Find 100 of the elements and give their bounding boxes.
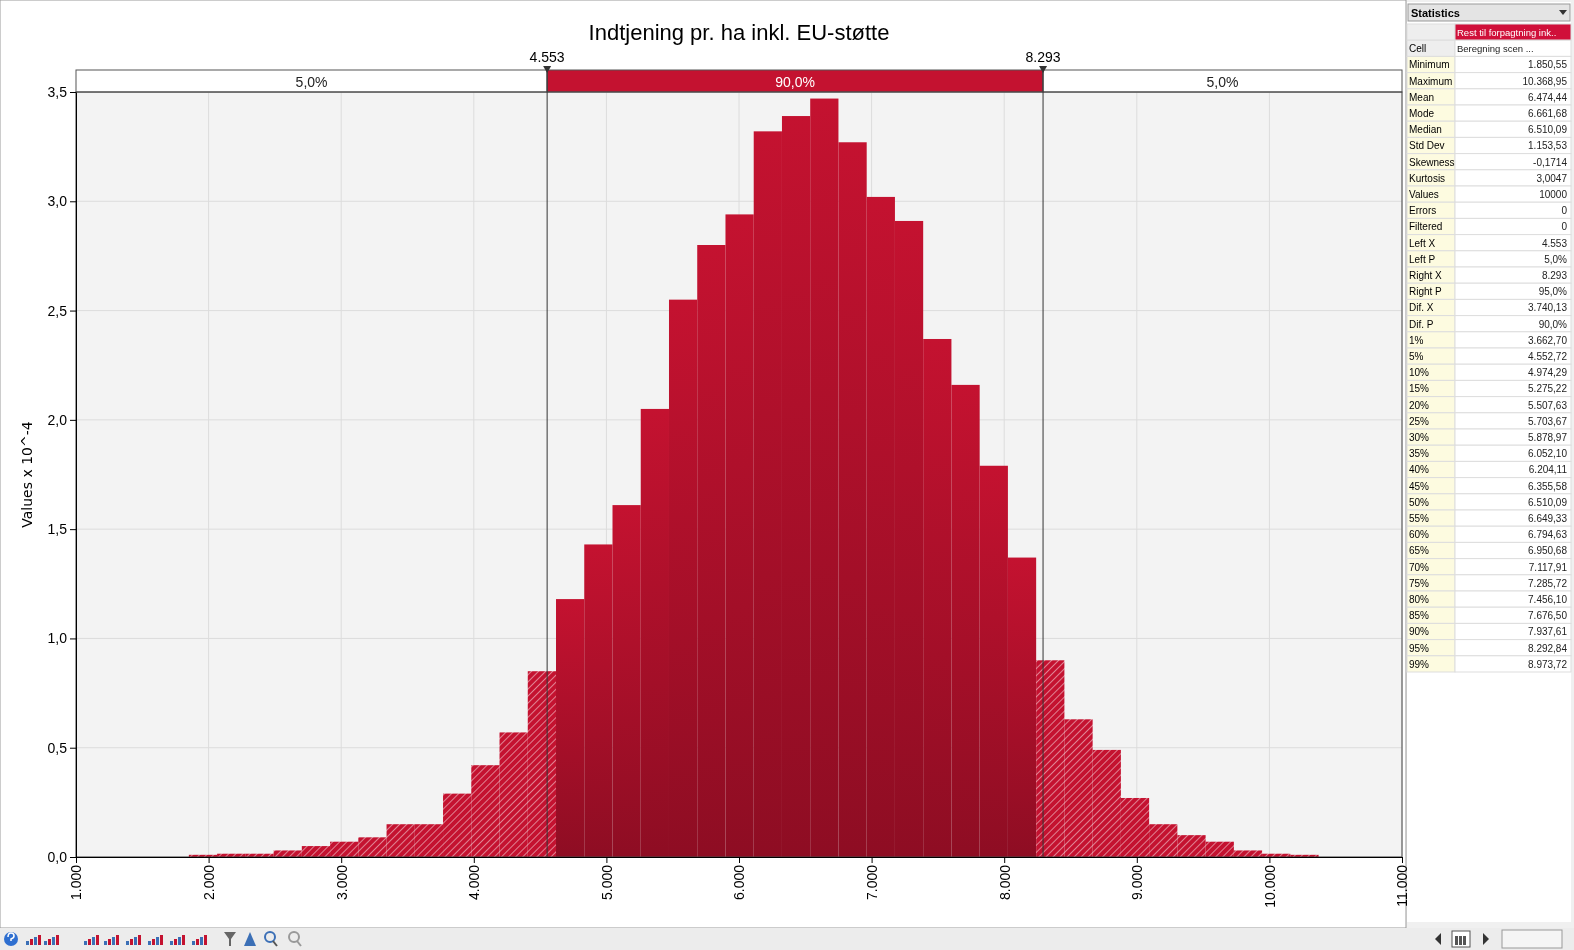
x-tick-label: 11.000 bbox=[1394, 864, 1411, 907]
text: 4.974,29 bbox=[1528, 367, 1567, 379]
text: 6.794,63 bbox=[1528, 529, 1567, 541]
category-label: Minimum bbox=[1409, 59, 1450, 71]
category-label: Kurtosis bbox=[1409, 172, 1446, 184]
category-label: 60% bbox=[1409, 529, 1430, 541]
text: 6.510,09 bbox=[1528, 496, 1567, 508]
text: 7.937,61 bbox=[1528, 626, 1567, 638]
text: 6.510,09 bbox=[1528, 124, 1567, 136]
chart-title: Indtjening pr. ha inkl. EU-støtte bbox=[588, 20, 890, 45]
category-label: 35% bbox=[1409, 448, 1430, 460]
text: 5.275,22 bbox=[1528, 383, 1567, 395]
category-label: 75% bbox=[1409, 577, 1430, 589]
category-label: 10% bbox=[1409, 367, 1430, 379]
category-label: 50% bbox=[1409, 496, 1430, 508]
category-label: 85% bbox=[1409, 610, 1430, 622]
category-label: 1% bbox=[1409, 334, 1424, 346]
text: 8.973,72 bbox=[1528, 658, 1567, 670]
category-label: Right P bbox=[1409, 286, 1443, 298]
text: 7.456,10 bbox=[1528, 594, 1567, 605]
y-tick-label: 1,0 bbox=[47, 630, 68, 647]
category-label: Errors bbox=[1409, 205, 1437, 217]
category-label: 25% bbox=[1409, 415, 1430, 427]
text: 0 bbox=[1561, 205, 1567, 217]
ref-line-label: 4.553 bbox=[529, 49, 565, 65]
category-label: 30% bbox=[1409, 432, 1430, 443]
text: 3.740,13 bbox=[1528, 302, 1567, 314]
text: 6.355,58 bbox=[1528, 480, 1567, 492]
text: 5,0% bbox=[1544, 253, 1567, 265]
x-tick-label: 1.000 bbox=[68, 864, 85, 901]
category-label: Mean bbox=[1409, 91, 1435, 103]
text: 8.292,84 bbox=[1528, 642, 1567, 654]
text: 3,0047 bbox=[1536, 172, 1567, 184]
text: 90,0% bbox=[1538, 318, 1567, 330]
category-label: 70% bbox=[1409, 561, 1430, 573]
category-label: Mode bbox=[1409, 108, 1435, 119]
text: Beregning scen ... bbox=[1457, 43, 1534, 55]
text: 6.950,68 bbox=[1528, 545, 1567, 557]
category-label: 20% bbox=[1409, 399, 1430, 411]
text: Statistics bbox=[1411, 7, 1460, 19]
x-tick-label: 5.000 bbox=[598, 864, 615, 901]
text: 6.052,10 bbox=[1528, 448, 1567, 460]
text: 0 bbox=[1561, 221, 1567, 233]
category-label: 65% bbox=[1409, 545, 1430, 557]
x-tick-label: 10.000 bbox=[1261, 864, 1278, 908]
text: 6.474,44 bbox=[1528, 91, 1567, 103]
category-label: Dif. P bbox=[1409, 318, 1434, 330]
text: 6.649,33 bbox=[1528, 513, 1567, 524]
text: 6.661,68 bbox=[1528, 108, 1567, 119]
y-tick-label: 1,5 bbox=[47, 521, 68, 538]
text: 90,0% bbox=[775, 74, 815, 90]
text: 10.368,95 bbox=[1522, 75, 1567, 87]
category-label: 55% bbox=[1409, 513, 1430, 524]
x-tick-label: 8.000 bbox=[996, 864, 1013, 901]
category-label: Std Dev bbox=[1409, 140, 1445, 152]
text: 7.285,72 bbox=[1528, 577, 1567, 589]
category-label: Filtered bbox=[1409, 221, 1443, 233]
text: 95,0% bbox=[1538, 286, 1567, 298]
text: 4.552,72 bbox=[1528, 351, 1567, 362]
y-tick-label: 2,0 bbox=[47, 411, 68, 428]
category-label: 90% bbox=[1409, 626, 1430, 638]
x-tick-label: 6.000 bbox=[731, 864, 748, 901]
text: Rest til forpagtning ink.. bbox=[1457, 27, 1557, 38]
text: 8.293 bbox=[1541, 270, 1567, 281]
text: 5.878,97 bbox=[1528, 432, 1567, 443]
x-tick-label: 2.000 bbox=[201, 864, 217, 901]
category-label: Right X bbox=[1409, 270, 1443, 281]
text: 5.703,67 bbox=[1528, 415, 1567, 427]
category-label: 80% bbox=[1409, 594, 1430, 605]
category-label: Values bbox=[1409, 189, 1439, 200]
text: 1.153,53 bbox=[1528, 140, 1567, 152]
category-label: 95% bbox=[1409, 642, 1430, 654]
text: 7.676,50 bbox=[1528, 610, 1567, 622]
text: 10000 bbox=[1539, 189, 1567, 200]
text: 3.662,70 bbox=[1528, 334, 1567, 346]
text: 1.850,55 bbox=[1528, 59, 1567, 71]
category-label: Left P bbox=[1409, 253, 1436, 265]
x-tick-label: 7.000 bbox=[864, 864, 880, 901]
text: 5.507,63 bbox=[1528, 399, 1567, 411]
y-tick-label: 0,0 bbox=[47, 848, 68, 865]
category-label: 45% bbox=[1409, 480, 1430, 492]
category-label: Dif. X bbox=[1409, 302, 1434, 314]
y-axis-title: Values x 10^-4 bbox=[19, 421, 35, 528]
text: 6.204,11 bbox=[1528, 464, 1567, 476]
x-tick-label: 3.000 bbox=[333, 864, 350, 901]
text: 5,0% bbox=[1206, 74, 1239, 90]
x-tick-label: 9.000 bbox=[1129, 864, 1146, 901]
text: 7.117,91 bbox=[1528, 561, 1567, 573]
y-tick-label: 0,5 bbox=[47, 739, 68, 756]
category-label: Cell bbox=[1409, 43, 1427, 55]
category-label: 15% bbox=[1409, 383, 1430, 395]
category-label: 99% bbox=[1409, 658, 1430, 670]
y-tick-label: 2,5 bbox=[47, 302, 68, 319]
y-tick-label: 3,0 bbox=[47, 193, 68, 210]
text: 5,0% bbox=[295, 74, 328, 90]
x-tick-label: 4.000 bbox=[466, 864, 483, 901]
category-label: Left X bbox=[1409, 237, 1436, 249]
text: 4.553 bbox=[1541, 237, 1567, 249]
text: -0,1714 bbox=[1533, 156, 1567, 168]
category-label: 5% bbox=[1409, 351, 1424, 362]
